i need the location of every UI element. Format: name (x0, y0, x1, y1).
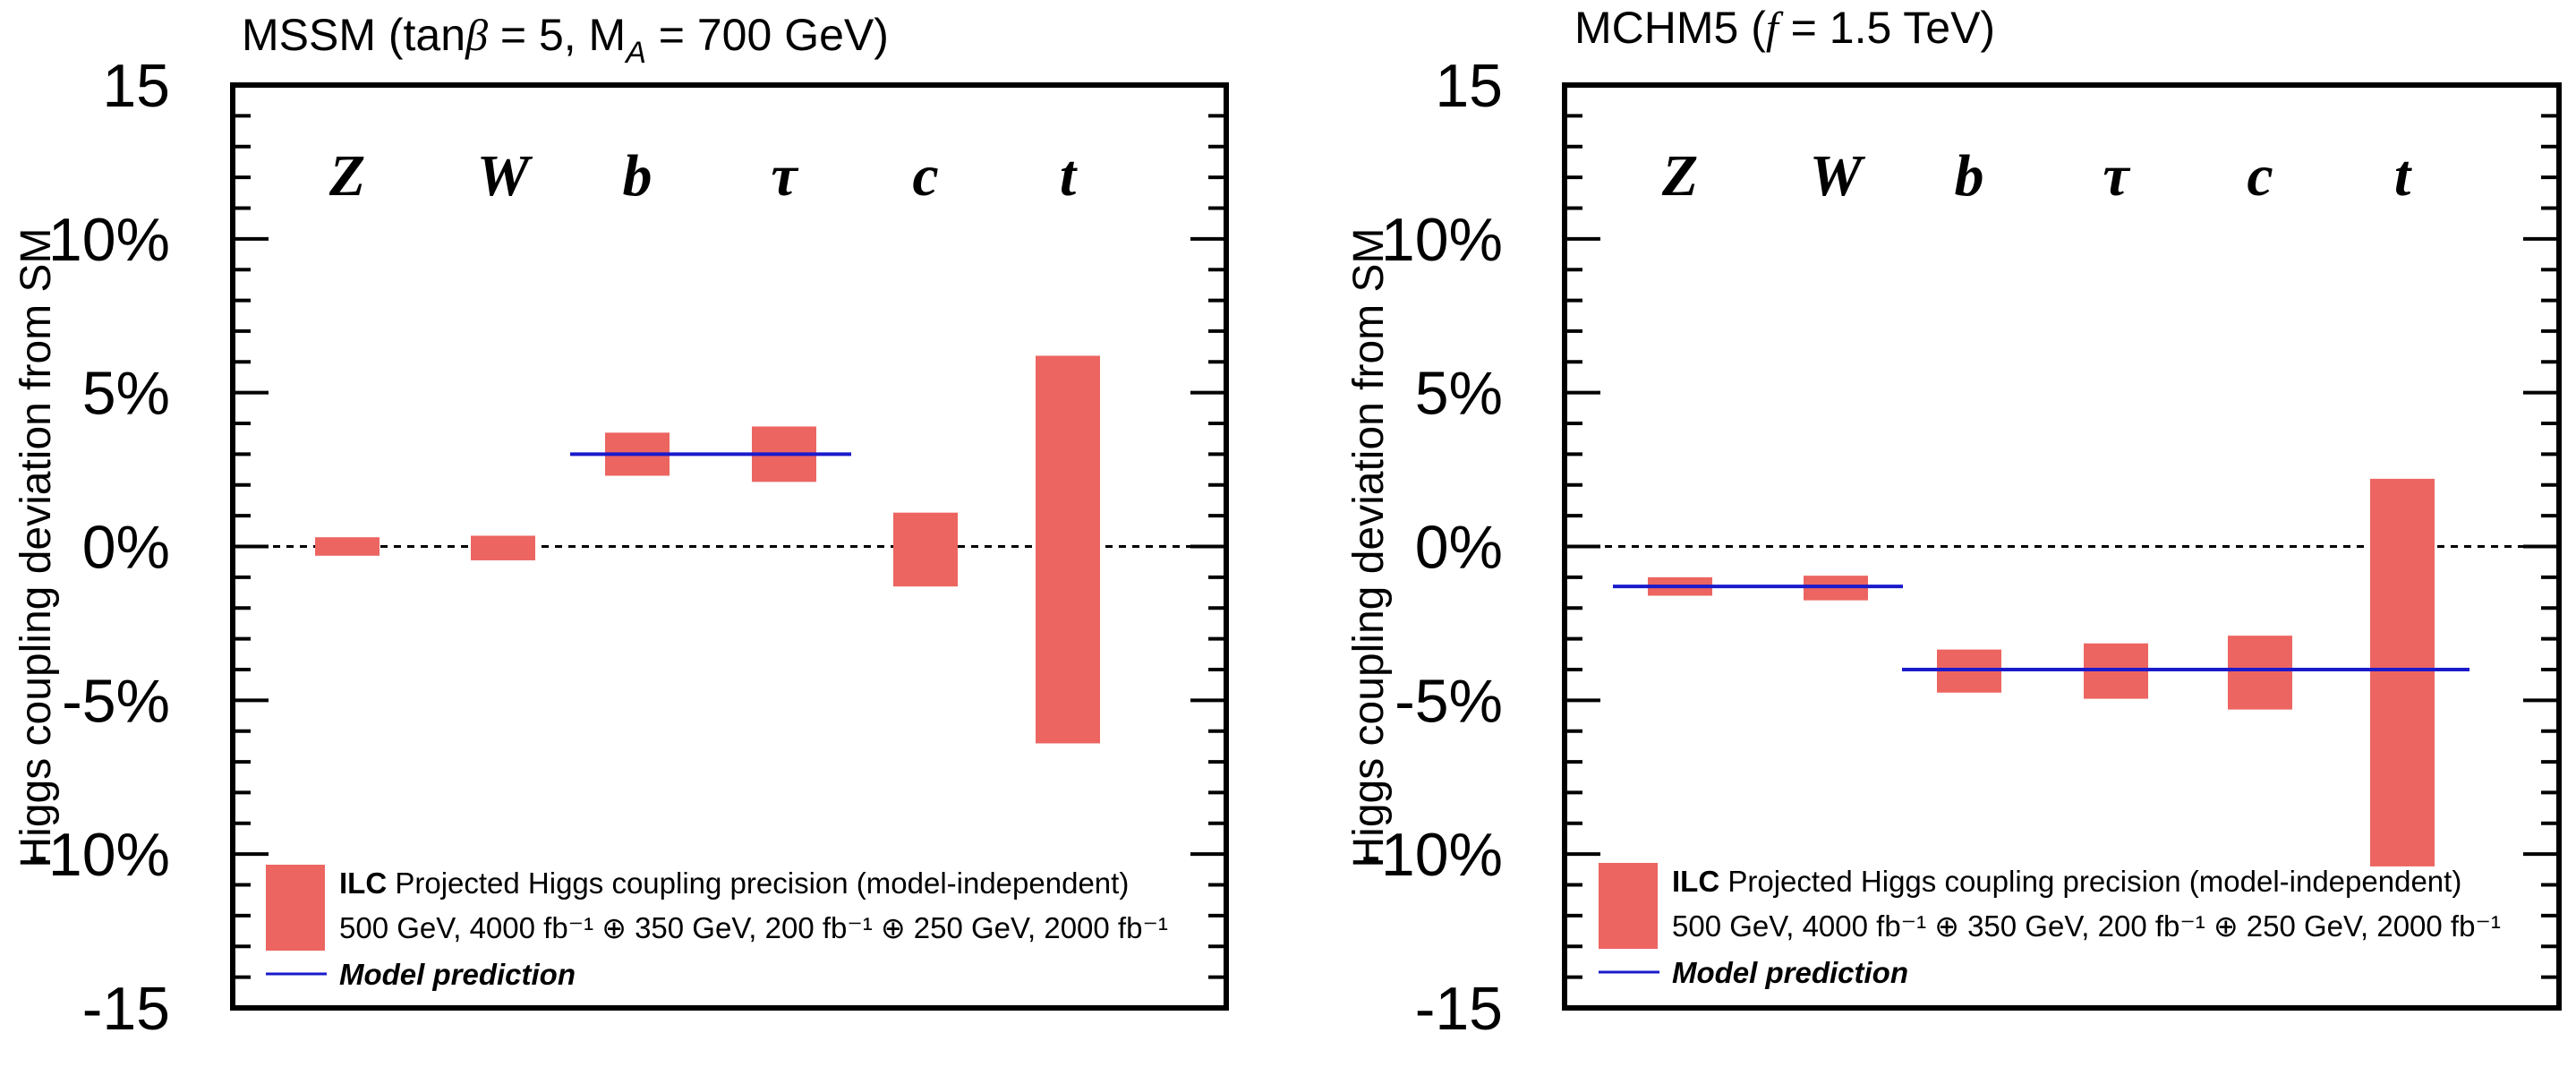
legend: ILC Projected Higgs coupling precision (… (1599, 863, 2501, 989)
precision-bar (1036, 355, 1100, 744)
category-label: t (1060, 143, 1078, 209)
y-tick-label: 0% (1415, 514, 1503, 582)
chart-title: MSSM (tanβ = 5, MA = 700 GeV) (242, 10, 889, 70)
chart-title: MCHM5 (f = 1.5 TeV) (1574, 3, 1995, 53)
legend-label-luminosity: 500 GeV, 4000 fb⁻¹ ⊕ 350 GeV, 200 fb⁻¹ ⊕… (1672, 909, 2501, 943)
category-label: W (477, 143, 533, 209)
y-axis-label: Higgs coupling deviation from SM (1345, 227, 1393, 867)
chart-svg-mchm5: MCHM5 (f = 1.5 TeV) Higgs coupling devia… (1345, 3, 2562, 1043)
y-axis-label: Higgs coupling deviation from SM (13, 227, 60, 867)
precision-bar (2228, 636, 2292, 710)
precision-bar (2370, 478, 2435, 866)
category-label: b (1955, 143, 1984, 209)
legend-label-model: Model prediction (339, 958, 576, 991)
legend-label-luminosity: 500 GeV, 4000 fb⁻¹ ⊕ 350 GeV, 200 fb⁻¹ ⊕… (339, 911, 1168, 944)
category-label: τ (771, 143, 798, 209)
y-tick-label: 10% (48, 206, 170, 274)
y-tick-label: 0% (82, 514, 170, 582)
y-tick-label: -5% (62, 667, 170, 735)
category-label: t (2394, 143, 2412, 209)
y-tick-label: 5% (1415, 360, 1503, 428)
category-label: b (623, 143, 653, 209)
category-label: τ (2103, 143, 2130, 209)
y-tick-label: -5% (1395, 667, 1503, 735)
precision-bar (893, 512, 958, 587)
legend-label-model: Model prediction (1672, 956, 1908, 989)
y-tick-label: 15 (1435, 52, 1503, 120)
y-tick-label: -10% (1361, 821, 1503, 889)
precision-bar (471, 535, 535, 560)
y-tick-label: -15 (82, 975, 170, 1043)
y-tick-label: 5% (82, 360, 170, 428)
category-label: c (912, 143, 938, 209)
legend-bar-swatch (1599, 863, 1658, 949)
legend-label-precision: ILC Projected Higgs coupling precision (… (1672, 865, 2461, 898)
legend: ILC Projected Higgs coupling precision (… (266, 865, 1168, 991)
chart-panel-mchm5: MCHM5 (f = 1.5 TeV) Higgs coupling devia… (1288, 0, 2576, 1067)
precision-bar (315, 537, 380, 556)
chart-panel-mssm: MSSM (tanβ = 5, MA = 700 GeV) Higgs coup… (13, 10, 1229, 1043)
category-label: Z (328, 143, 365, 209)
y-tick-label: -15 (1415, 975, 1503, 1043)
y-tick-label: 10% (1381, 206, 1503, 274)
y-tick-label: -10% (28, 821, 170, 889)
legend-bar-swatch (266, 865, 325, 951)
legend-label-precision: ILC Projected Higgs coupling precision (… (339, 866, 1129, 900)
chart-svg-mssm: MSSM (tanβ = 5, MA = 700 GeV) Higgs coup… (13, 10, 1229, 1043)
category-label: Z (1661, 143, 1698, 209)
y-tick-label: 15 (102, 52, 170, 120)
category-label: W (1810, 143, 1866, 209)
category-label: c (2247, 143, 2273, 209)
